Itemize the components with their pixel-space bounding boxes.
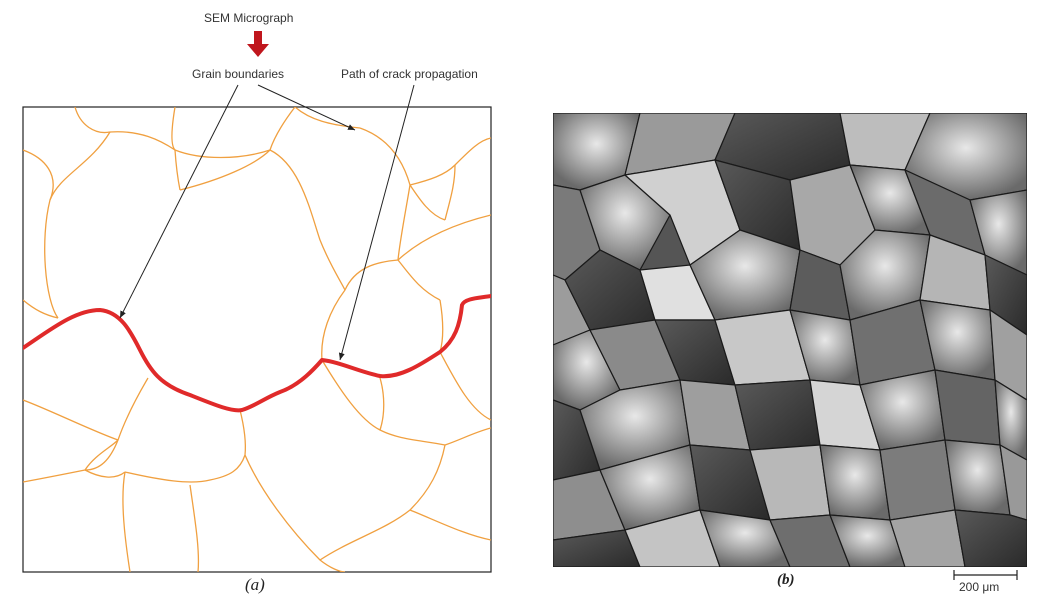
grain-boundary-arrow-2 [257,84,356,131]
grain-boundary-line [244,454,346,572]
grain-boundary-line [124,454,246,483]
grain-boundary-line [74,107,176,151]
grain-boundary-line [179,149,271,191]
grain-boundary-line [239,409,246,456]
grain-boundary-line [49,131,111,201]
grain-boundary-line [359,127,411,186]
grain-boundary-line [319,444,446,561]
grain-boundary-line [379,377,385,431]
grain-boundary-line [409,184,446,221]
caption-a: (a) [245,575,265,594]
grain-boundary-line [444,427,491,446]
grain-boundary-line [23,299,59,319]
sem-down-arrow [247,31,269,57]
crack-path-label: Path of crack propagation [341,67,478,81]
crack-path-arrow [338,84,415,361]
scale-bar [953,570,1018,580]
crack-propagation-path [23,294,491,413]
grain-boundaries-label: Grain boundaries [192,67,285,81]
grain-schematic-panel [22,106,492,573]
grain-boundary-line [84,469,126,478]
sem-micrograph-label: SEM Micrograph [204,11,294,25]
grain-boundary-line [397,184,411,261]
grain-boundary-line [84,377,149,471]
grain-boundary-line [23,399,119,441]
scale-bar-label: 200 μm [959,580,1000,594]
grain-boundary-line [397,214,491,261]
grain-boundary-line [23,149,59,319]
panel-a-frame [22,106,492,573]
grain-boundary-line [439,351,491,421]
grain-boundary-line [397,259,441,301]
caption-b: (b) [777,572,795,588]
grain-boundary-line [269,149,346,291]
grain-boundary-line [409,509,491,541]
grain-boundary-line [269,107,296,151]
grain-boundaries [23,107,491,572]
grain-boundary-line [84,439,119,471]
sem-micrograph-image [553,113,1027,567]
grain-boundary-line [122,471,131,572]
grain-boundary-line [189,484,200,572]
leader-arrows [119,84,415,361]
grain-boundary-arrow-1 [119,84,239,319]
grain-boundary-line [23,469,86,483]
grain-boundary-line [174,149,271,159]
grain-boundary-line [321,259,399,361]
grain-boundary-line [444,164,456,221]
